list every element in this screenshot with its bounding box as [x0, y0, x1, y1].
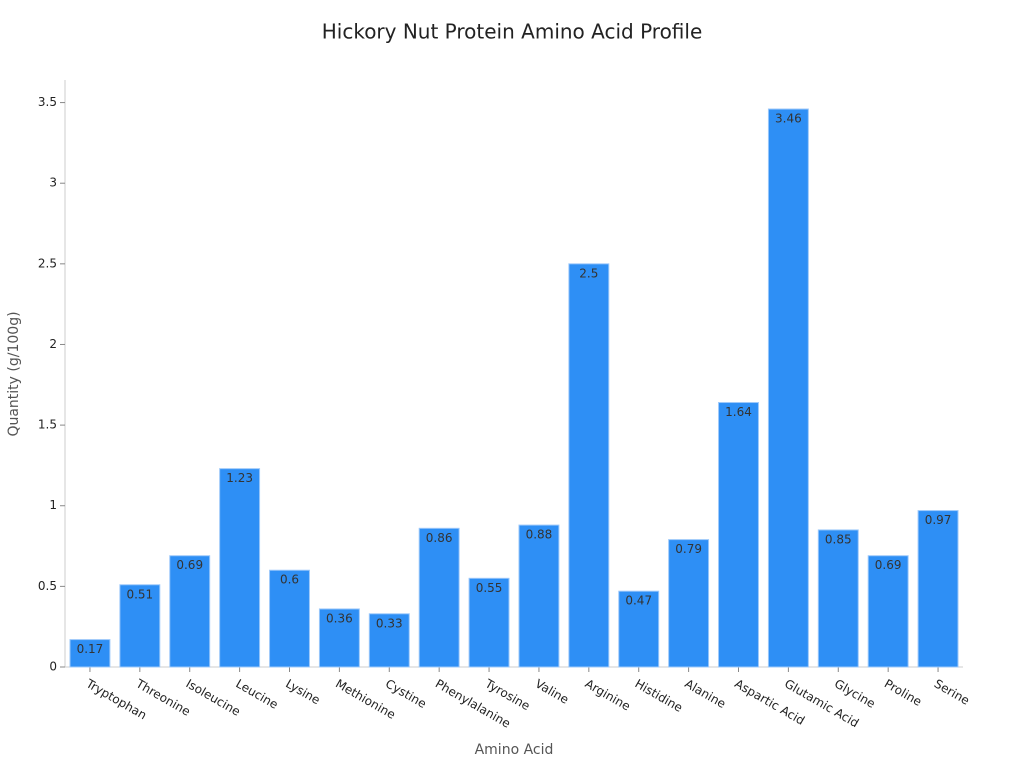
bar: [119, 584, 161, 668]
value-label: 0.17: [77, 642, 104, 656]
bar: [568, 263, 610, 668]
value-label: 0.85: [825, 532, 852, 546]
bar: [817, 529, 859, 668]
bar: [767, 108, 809, 668]
value-label: 0.88: [526, 528, 553, 542]
value-label: 0.51: [126, 587, 153, 601]
y-tick-label: 2.5: [38, 256, 57, 270]
x-tick-label: Lysine: [283, 677, 322, 708]
bar: [368, 613, 410, 668]
x-tick-label: Serine: [932, 677, 972, 708]
y-tick-label: 2: [49, 337, 57, 351]
bar: [468, 577, 510, 668]
x-tick-label: Histidine: [632, 677, 685, 715]
value-label: 0.36: [326, 611, 353, 625]
y-tick-label: 0: [49, 660, 57, 674]
bar: [318, 608, 360, 668]
bar: [418, 527, 460, 668]
value-label: 0.69: [176, 558, 203, 572]
value-label: 0.79: [675, 542, 702, 556]
x-tick-label: Valine: [533, 677, 571, 707]
value-label: 0.47: [625, 594, 652, 608]
value-label: 0.55: [476, 581, 503, 595]
bar: [219, 468, 261, 668]
bar: [917, 510, 959, 668]
bar: [169, 555, 211, 668]
bar: [718, 402, 759, 668]
y-tick-label: 1: [49, 498, 57, 512]
chart-title: Hickory Nut Protein Amino Acid Profile: [322, 20, 703, 44]
value-label: 0.33: [376, 616, 403, 630]
bar: [269, 569, 310, 668]
bar: [668, 539, 710, 668]
bar: [618, 590, 660, 668]
x-tick-label: Isoleucine: [183, 677, 242, 719]
bar: [867, 555, 909, 668]
value-label: 0.86: [426, 531, 453, 545]
x-tick-label: Proline: [882, 677, 924, 709]
x-axis-title: Amino Acid: [475, 742, 554, 758]
value-label: 0.6: [280, 573, 299, 587]
x-tick-label: Alanine: [682, 677, 728, 712]
value-label: 1.23: [226, 471, 253, 485]
y-tick-label: 3: [49, 176, 57, 190]
bar: [69, 639, 111, 668]
bar: [518, 524, 560, 668]
y-axis-title: Quantity (g/100g): [6, 311, 22, 436]
value-label: 2.5: [579, 266, 598, 280]
value-label: 0.69: [875, 558, 902, 572]
y-tick-label: 1.5: [38, 418, 57, 432]
value-label: 3.46: [775, 112, 802, 126]
value-label: 1.64: [725, 405, 752, 419]
value-label: 0.97: [925, 513, 952, 527]
x-tick-label: Arginine: [583, 677, 633, 714]
y-tick-label: 0.5: [38, 579, 57, 593]
y-tick-label: 3.5: [38, 95, 57, 109]
